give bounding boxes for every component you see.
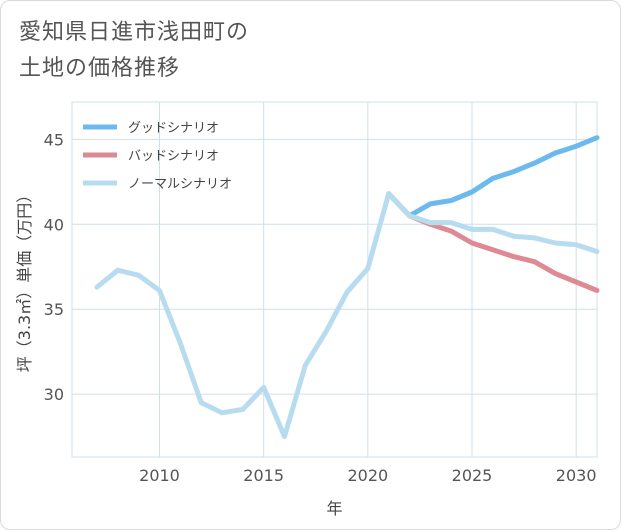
legend-label-bad: バッドシナリオ bbox=[128, 149, 219, 164]
x-axis-title: 年 bbox=[326, 499, 342, 518]
legend-label-good: グッドシナリオ bbox=[128, 121, 219, 136]
series-line-normal bbox=[94, 191, 600, 440]
x-tick-label: 2010 bbox=[139, 466, 180, 485]
chart-title-line-2: 土地の価格推移 bbox=[19, 56, 181, 81]
x-tick-label: 2030 bbox=[556, 466, 597, 485]
plot-frame bbox=[71, 101, 598, 458]
y-axis-title: 坪（3.3㎡）単価（万円） bbox=[15, 187, 34, 372]
x-tick-label: 2015 bbox=[243, 466, 284, 485]
x-tick-label: 2020 bbox=[347, 466, 388, 485]
y-tick-label: 40 bbox=[44, 215, 64, 234]
grid-lines bbox=[71, 101, 598, 458]
chart-title: 愛知県日進市浅田町の 土地の価格推移 bbox=[19, 15, 439, 87]
x-tick-label: 2025 bbox=[452, 466, 493, 485]
axis-ticks: 2010 2015 2020 2025 2030 30 35 40 45 bbox=[44, 130, 597, 485]
chart-title-line-1: 愛知県日進市浅田町の bbox=[19, 20, 250, 45]
y-tick-label: 45 bbox=[44, 130, 64, 149]
y-tick-label: 35 bbox=[44, 300, 64, 319]
y-tick-label: 30 bbox=[44, 385, 64, 404]
series-lines bbox=[94, 135, 600, 440]
legend-label-normal: ノーマルシナリオ bbox=[128, 177, 232, 192]
series-line-good bbox=[386, 135, 600, 219]
